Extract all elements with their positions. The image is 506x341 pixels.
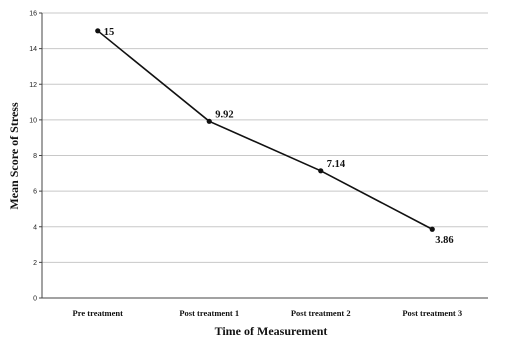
data-label: 7.14 (327, 159, 346, 170)
data-label: 9.92 (215, 109, 233, 120)
data-labels: 15 9.92 7.14 3.86 (104, 27, 454, 246)
data-point (95, 28, 101, 34)
data-point (429, 226, 435, 232)
data-label: 15 (104, 27, 115, 38)
y-tick-label: 2 (33, 260, 37, 267)
axes (39, 12, 488, 299)
y-tick-label: 12 (29, 82, 37, 89)
y-tick-label: 10 (29, 117, 37, 124)
data-point (206, 118, 212, 124)
x-axis-title: Time of Measurement (215, 324, 328, 338)
series (95, 28, 435, 232)
x-tick-label: Pre treatment (73, 308, 124, 318)
x-tick-label: Post treatment 3 (402, 308, 462, 318)
series-line (97, 30, 433, 230)
y-tick-label: 6 (33, 189, 37, 196)
gridlines (42, 12, 488, 263)
y-tick-label: 0 (33, 296, 37, 303)
y-tick-label: 8 (33, 153, 37, 160)
y-tick-label: 4 (33, 224, 37, 231)
y-tick-label: 16 (29, 11, 37, 18)
y-tick-labels: 0 2 4 6 8 10 12 14 16 (29, 11, 37, 303)
data-label: 3.86 (435, 235, 453, 246)
x-tick-labels: Pre treatment Post treatment 1 Post treatm… (73, 308, 463, 318)
y-axis-title: Mean Score of Stress (7, 102, 21, 210)
x-tick-label: Post treatment 1 (179, 308, 239, 318)
y-tick-label: 14 (29, 46, 37, 53)
data-point (318, 168, 324, 174)
x-tick-label: Post treatment 2 (291, 308, 351, 318)
